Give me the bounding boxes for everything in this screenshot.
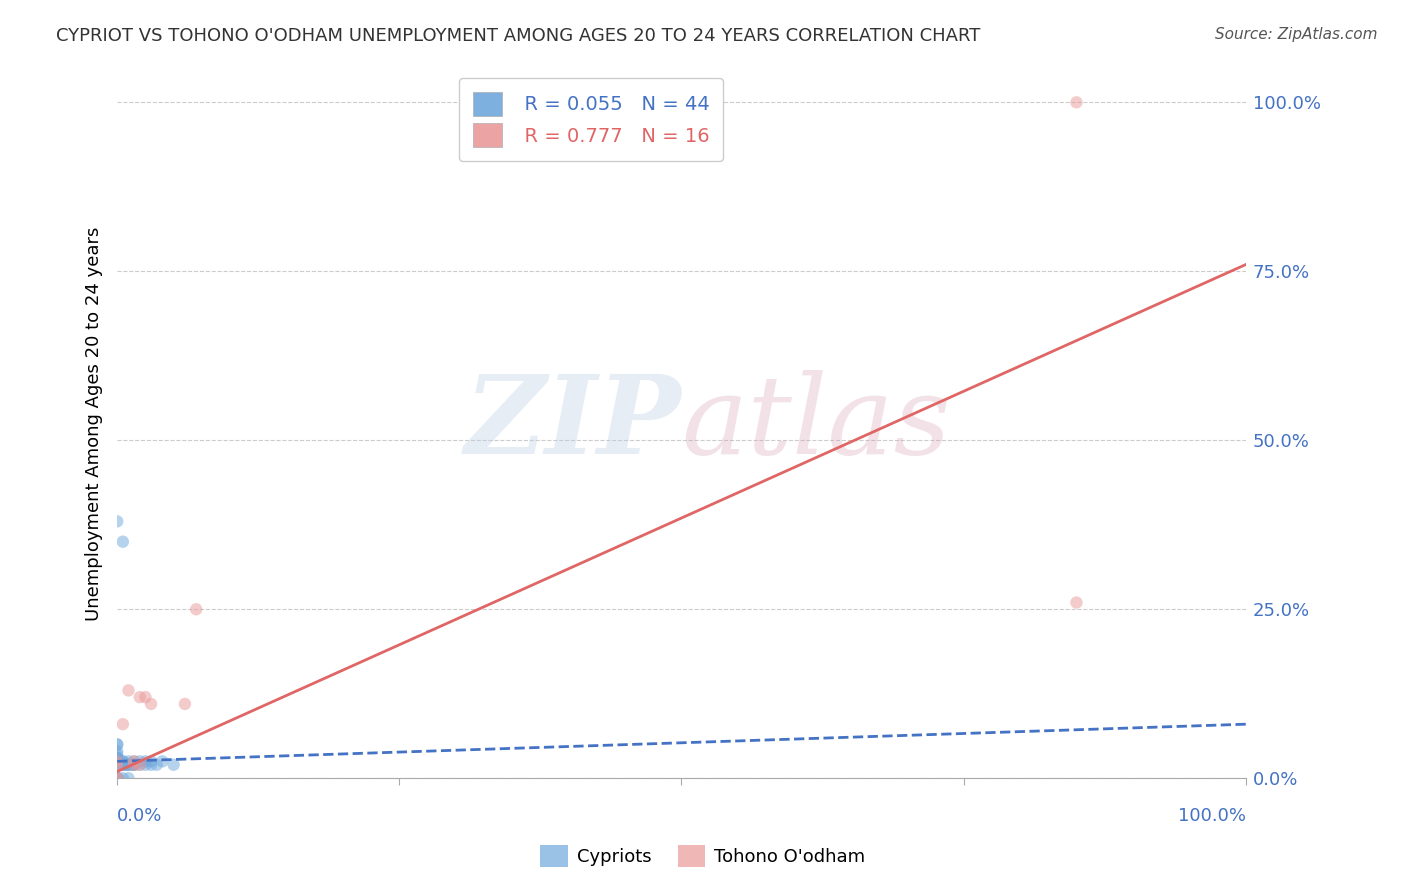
Point <box>117 771 139 785</box>
Point <box>105 771 128 785</box>
Point <box>122 757 145 772</box>
Point <box>111 757 134 772</box>
Point <box>105 757 128 772</box>
Point <box>105 771 128 785</box>
Point <box>105 755 128 769</box>
Point <box>105 747 128 762</box>
Point <box>105 771 128 785</box>
Point <box>122 757 145 772</box>
Text: 0.0%: 0.0% <box>117 807 163 825</box>
Point <box>111 757 134 772</box>
Point <box>105 771 128 785</box>
Point <box>128 757 150 772</box>
Point <box>174 697 197 711</box>
Point <box>105 757 128 772</box>
Point <box>111 755 134 769</box>
Point <box>117 757 139 772</box>
Point <box>105 771 128 785</box>
Point <box>117 755 139 769</box>
Point <box>105 738 128 752</box>
Point <box>162 757 184 772</box>
Point <box>128 755 150 769</box>
Point <box>1066 95 1088 110</box>
Point <box>150 755 173 769</box>
Text: Source: ZipAtlas.com: Source: ZipAtlas.com <box>1215 27 1378 42</box>
Point <box>111 771 134 785</box>
Point <box>145 757 167 772</box>
Point <box>122 757 145 772</box>
Point <box>105 751 128 765</box>
Text: CYPRIOT VS TOHONO O'ODHAM UNEMPLOYMENT AMONG AGES 20 TO 24 YEARS CORRELATION CHA: CYPRIOT VS TOHONO O'ODHAM UNEMPLOYMENT A… <box>56 27 980 45</box>
Point <box>117 683 139 698</box>
Point <box>122 755 145 769</box>
Point <box>128 690 150 705</box>
Point <box>1066 595 1088 609</box>
Point <box>122 757 145 772</box>
Legend:   R = 0.055   N = 44,   R = 0.777   N = 16: R = 0.055 N = 44, R = 0.777 N = 16 <box>460 78 723 161</box>
Text: 100.0%: 100.0% <box>1178 807 1246 825</box>
Point <box>186 602 208 616</box>
Point <box>105 744 128 758</box>
Point <box>105 771 128 785</box>
Point <box>117 757 139 772</box>
Text: ZIP: ZIP <box>465 369 682 477</box>
Point <box>105 515 128 529</box>
Point <box>111 534 134 549</box>
Point <box>115 757 138 772</box>
Point <box>105 751 128 765</box>
Point <box>139 757 162 772</box>
Point <box>122 755 145 769</box>
Point <box>115 757 138 772</box>
Point <box>111 717 134 731</box>
Point <box>111 755 134 769</box>
Point <box>105 738 128 752</box>
Point <box>134 757 156 772</box>
Point <box>105 771 128 785</box>
Point <box>105 771 128 785</box>
Point <box>134 755 156 769</box>
Point <box>128 757 150 772</box>
Text: atlas: atlas <box>682 369 950 477</box>
Point <box>139 755 162 769</box>
Point <box>139 697 162 711</box>
Y-axis label: Unemployment Among Ages 20 to 24 years: Unemployment Among Ages 20 to 24 years <box>86 227 103 621</box>
Point <box>105 771 128 785</box>
Point <box>120 757 142 772</box>
Point <box>105 771 128 785</box>
Point <box>134 690 156 705</box>
Point <box>105 751 128 765</box>
Legend: Cypriots, Tohono O'odham: Cypriots, Tohono O'odham <box>533 838 873 874</box>
Point <box>105 757 128 772</box>
